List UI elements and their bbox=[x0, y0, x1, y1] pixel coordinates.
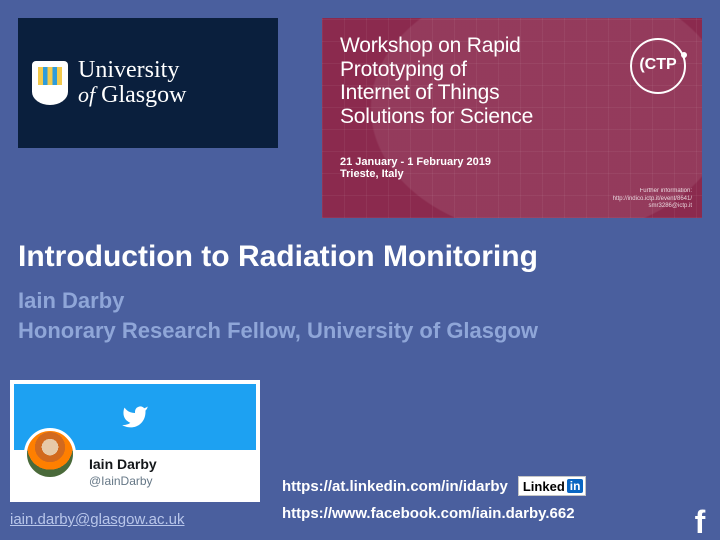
twitter-handle: @IainDarby bbox=[89, 474, 153, 488]
ctp-logo-icon: (CTP bbox=[630, 38, 686, 94]
university-logo-block: University of Glasgow bbox=[18, 18, 278, 148]
workshop-dates: 21 January - 1 February 2019 bbox=[340, 156, 684, 168]
workshop-location: Trieste, Italy bbox=[340, 168, 684, 180]
twitter-card[interactable]: Iain Darby @IainDarby bbox=[10, 380, 260, 502]
twitter-avatar-icon bbox=[24, 428, 76, 480]
facebook-icon[interactable]: f bbox=[686, 508, 714, 536]
facebook-url[interactable]: https://www.facebook.com/iain.darby.662 bbox=[282, 505, 575, 522]
workshop-poster: Workshop on Rapid Prototyping of Interne… bbox=[322, 18, 702, 218]
linkedin-line: https://at.linkedin.com/in/idarby Linked… bbox=[282, 476, 586, 496]
university-crest-icon bbox=[32, 61, 68, 105]
author-name: Iain Darby bbox=[0, 282, 720, 314]
twitter-display-name: Iain Darby bbox=[89, 456, 157, 472]
facebook-line: https://www.facebook.com/iain.darby.662 bbox=[282, 505, 575, 522]
slide-title: Introduction to Radiation Monitoring bbox=[0, 218, 720, 282]
author-role: Honorary Research Fellow, University of … bbox=[0, 314, 720, 344]
email-link[interactable]: iain.darby@glasgow.ac.uk bbox=[10, 511, 185, 528]
university-name: University of Glasgow bbox=[78, 58, 186, 108]
poster-footer: Further information: http://indico.ictp.… bbox=[613, 188, 692, 210]
twitter-bird-icon bbox=[118, 403, 152, 431]
linkedin-badge-icon[interactable]: Linkedin bbox=[518, 476, 587, 496]
university-name-line2: of Glasgow bbox=[78, 83, 186, 108]
linkedin-url[interactable]: https://at.linkedin.com/in/idarby bbox=[282, 478, 508, 495]
university-name-line1: University bbox=[78, 58, 186, 83]
